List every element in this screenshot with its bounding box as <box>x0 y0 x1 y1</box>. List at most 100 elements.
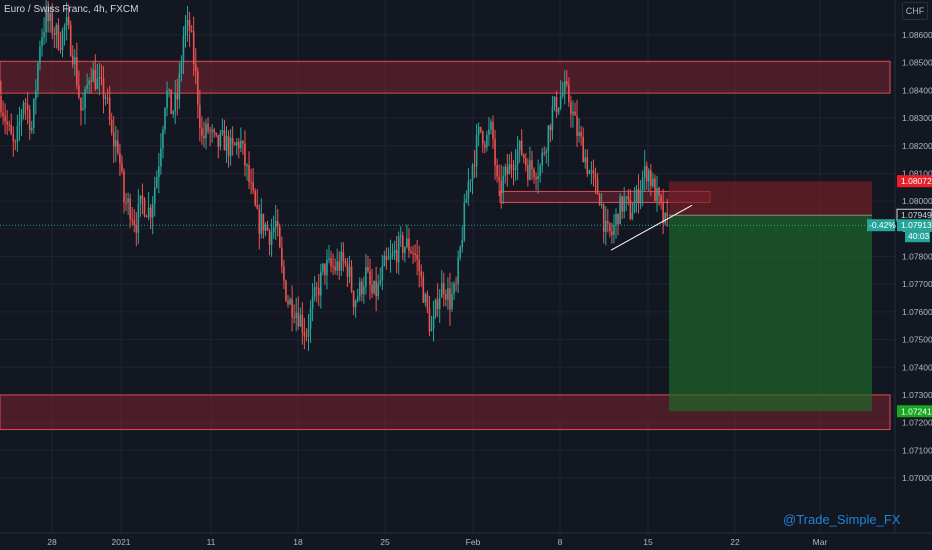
candle-body <box>14 141 17 143</box>
candle-body <box>307 328 310 337</box>
time-tick-label: Feb <box>466 537 481 547</box>
candle-body <box>574 111 576 116</box>
candle-body <box>258 208 261 234</box>
price-badge-text: 1.07241 <box>901 406 932 416</box>
candle-body <box>412 252 414 254</box>
candle-body <box>611 231 613 236</box>
candle-body <box>12 134 15 142</box>
candle-body <box>361 281 363 295</box>
candle-body <box>320 271 322 296</box>
candle-body <box>268 230 271 245</box>
candle-body <box>311 296 314 309</box>
candle-body <box>348 266 351 277</box>
candle-body <box>625 196 628 198</box>
price-tick-label: 1.07200 <box>902 418 932 428</box>
candle-body <box>619 196 621 225</box>
price-axis[interactable]: 1.08600 1.08500 1.08400 1.08300 1.08200 1.081… <box>894 0 932 533</box>
candle-body <box>537 175 539 180</box>
candle-body <box>332 266 334 268</box>
candle-body <box>633 202 636 213</box>
candle-body <box>76 57 78 86</box>
candle-body <box>199 104 201 129</box>
candle-body <box>94 69 97 89</box>
candle-body <box>88 80 90 85</box>
change-badge-text: -0.42% <box>869 220 896 230</box>
price-tick-label: 1.07000 <box>902 473 932 483</box>
candle-body <box>529 160 531 180</box>
candle-body <box>18 121 21 126</box>
candle-body <box>613 224 615 236</box>
candle-body <box>500 180 502 194</box>
candle-body <box>389 255 392 259</box>
candle-body <box>197 71 199 105</box>
candle-body <box>178 73 181 100</box>
time-tick-label: 2021 <box>112 537 131 547</box>
currency-label[interactable]: CHF <box>902 2 928 20</box>
candle-body <box>289 299 291 305</box>
candle-body <box>252 182 254 191</box>
candle-body <box>26 104 29 110</box>
candle-body <box>535 176 537 180</box>
candle-body <box>463 202 466 241</box>
candle-body <box>172 111 174 115</box>
candle-body <box>609 223 611 232</box>
candle-body <box>192 31 195 65</box>
candle-body <box>430 328 433 332</box>
candle-body <box>211 129 213 132</box>
candle-body <box>108 98 111 120</box>
candle-body <box>164 108 166 130</box>
candle-body <box>584 157 587 163</box>
candle-body <box>0 95 2 113</box>
candle-body <box>80 97 82 111</box>
candle-body <box>352 291 355 308</box>
candle-body <box>406 238 408 248</box>
candle-body <box>213 129 215 133</box>
candle-body <box>260 214 263 234</box>
candle-body <box>217 135 220 147</box>
time-tick-label: 15 <box>643 537 653 547</box>
candle-body <box>404 247 406 253</box>
candle-body <box>141 195 144 200</box>
candle-body <box>330 258 332 267</box>
candle-body <box>399 235 402 237</box>
candle-body <box>221 130 224 133</box>
candle-body <box>309 308 312 329</box>
candle-body <box>395 250 398 263</box>
candle-body <box>176 92 179 100</box>
candle-body <box>459 246 461 258</box>
candle-body <box>270 232 273 245</box>
candle-body <box>414 253 416 255</box>
candle-body <box>561 92 564 97</box>
price-tick-label: 1.08600 <box>902 30 932 40</box>
short-position-tool[interactable] <box>669 181 872 412</box>
candle-body <box>516 150 519 165</box>
candle-body <box>367 267 369 272</box>
candle-body <box>469 180 472 182</box>
candle-body <box>416 254 418 260</box>
candle-body <box>373 280 375 294</box>
candle-body <box>533 169 535 177</box>
candle-body <box>496 165 498 177</box>
stop-loss-area <box>669 181 872 216</box>
candle-body <box>457 257 459 284</box>
candle-body <box>422 276 425 303</box>
candle-body <box>205 123 207 139</box>
candle-body <box>139 195 142 205</box>
candle-body <box>90 80 92 82</box>
trend-line <box>610 204 693 251</box>
candle-body <box>215 132 218 136</box>
candle-body <box>563 81 566 93</box>
time-axis[interactable]: 28 2021 11 18 25 Feb 8 15 22 Mar <box>0 532 932 547</box>
candle-body <box>188 19 191 32</box>
candle-body <box>615 213 617 225</box>
candle-body <box>660 195 662 202</box>
candle-body <box>203 135 205 139</box>
countdown-text: 40:03 <box>908 231 930 241</box>
candle-body <box>506 166 509 175</box>
candle-body <box>637 189 640 204</box>
candle-body <box>276 221 279 227</box>
candle-body <box>281 247 283 267</box>
candle-body <box>664 212 666 224</box>
